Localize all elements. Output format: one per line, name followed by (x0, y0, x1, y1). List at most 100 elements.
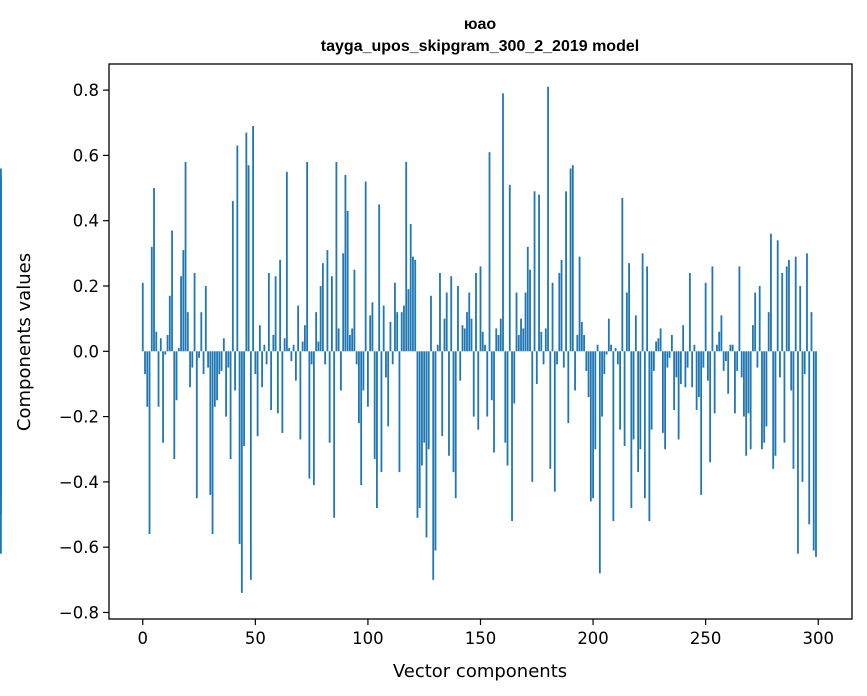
bar (301, 341, 304, 352)
bar (774, 351, 777, 456)
bar (765, 351, 768, 427)
bar (743, 351, 745, 417)
bar (306, 161, 309, 352)
bar (535, 351, 538, 384)
bar (745, 351, 748, 456)
bar (358, 351, 360, 424)
x-axis-label: Vector components (393, 661, 567, 682)
bar (752, 325, 754, 352)
bar (508, 184, 511, 352)
bar (407, 289, 410, 352)
bar (0, 178, 2, 352)
bar (445, 292, 448, 352)
bar (263, 344, 266, 352)
bar (522, 328, 525, 352)
bar (317, 341, 320, 352)
bar (540, 331, 543, 352)
x-axis-ticks: 0 50 100 150 200 250 300 (138, 619, 834, 648)
bar (144, 351, 146, 375)
bar (547, 86, 549, 352)
x-tick-label: 50 (245, 629, 266, 648)
bar (177, 348, 180, 352)
bar (351, 328, 354, 352)
bar (531, 351, 534, 482)
bar (603, 351, 606, 375)
bar (425, 351, 428, 538)
bar (344, 175, 347, 352)
bar (520, 318, 522, 352)
bar (427, 351, 430, 450)
bar (333, 351, 336, 518)
bar (303, 325, 306, 352)
bar (168, 295, 171, 352)
bar (720, 315, 723, 352)
bar (504, 351, 507, 443)
bar (544, 328, 547, 352)
bar (799, 286, 802, 352)
bar (180, 276, 182, 352)
bar (207, 351, 209, 368)
bar (490, 351, 493, 401)
bar (486, 351, 489, 417)
bar (283, 338, 286, 352)
bar (502, 93, 504, 352)
bar (477, 351, 480, 430)
bar (146, 351, 149, 407)
bar (421, 351, 423, 466)
bar (378, 204, 381, 352)
bar (702, 351, 705, 368)
bar (391, 351, 394, 365)
bar (231, 201, 234, 352)
bar (459, 351, 462, 381)
bar (448, 351, 450, 456)
bar (387, 351, 390, 427)
bar (484, 344, 486, 352)
y-tick-label: 0.8 (73, 81, 99, 100)
bar (376, 351, 378, 508)
bar (267, 272, 270, 352)
bars-group (0, 86, 817, 593)
bar (245, 132, 248, 352)
bar (227, 351, 230, 368)
bar (225, 351, 227, 417)
bar (371, 302, 374, 352)
bar (716, 344, 718, 352)
bar (204, 286, 207, 352)
x-tick-label: 200 (577, 629, 609, 648)
bar (481, 331, 484, 352)
bar (698, 351, 700, 397)
bar (747, 351, 750, 414)
bar (405, 161, 408, 352)
bar (285, 171, 288, 352)
bar (679, 351, 682, 384)
bar (776, 240, 779, 352)
bar (294, 351, 297, 381)
bar (601, 351, 603, 417)
y-tick-label: 0.2 (73, 277, 99, 296)
bar (695, 351, 698, 411)
bar (186, 312, 189, 352)
bar (499, 318, 502, 352)
y-axis-label: Components values (14, 253, 35, 431)
y-tick-label: −0.8 (59, 603, 99, 622)
bar (272, 334, 275, 352)
bar (628, 263, 630, 352)
chart-title: юао (464, 16, 497, 33)
bar (754, 292, 757, 352)
bar (281, 351, 284, 433)
bar (148, 351, 151, 535)
bar (632, 351, 635, 440)
bar (367, 351, 369, 407)
bar (256, 351, 259, 437)
bar (657, 338, 660, 352)
bar (585, 351, 588, 371)
bar (736, 351, 739, 371)
bar (734, 351, 736, 414)
bar (335, 161, 338, 352)
bar (310, 351, 313, 365)
bar (583, 334, 585, 352)
bar (439, 272, 441, 352)
bar (472, 351, 475, 417)
bar (297, 305, 300, 352)
bar (198, 351, 200, 358)
